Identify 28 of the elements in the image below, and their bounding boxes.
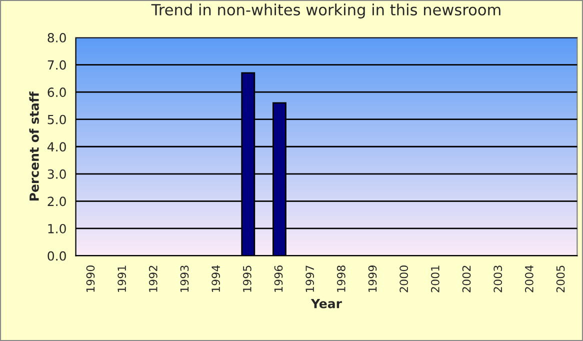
y-tick-label: 4.0 [47,142,66,152]
y-tick-label: 8.0 [48,32,66,42]
y-tick-label: 0.0 [48,251,66,261]
chart-title: Trend in non-whites working in this newsroom [151,4,500,18]
x-tick-label: 1992 [148,266,158,292]
y-tick-label: 2.0 [48,196,66,206]
x-tick-label: 1996 [274,265,283,292]
x-tick-label: 1995 [242,266,252,292]
y-tick-label: 1.0 [48,224,66,234]
y-tick-label: 7.0 [48,60,66,70]
x-tick-label: 1997 [306,266,314,292]
x-tick-label: 1994 [212,265,220,292]
x-tick-label: 1998 [336,266,346,292]
x-tick-label: 1993 [180,266,189,292]
x-tick-label: 2003 [494,266,502,292]
x-axis-title: Year [310,298,342,308]
x-tick-label: 1990 [86,266,95,292]
y-tick-label: 3.0 [48,169,66,179]
y-tick-label: 5.0 [48,114,66,124]
x-tick-label: 1999 [368,266,377,292]
x-tick-label: 2001 [430,266,440,292]
x-tick-label: 2005 [556,266,565,292]
x-tick-label: 1991 [118,266,126,292]
y-tick-label: 6.0 [48,88,66,97]
x-tick-label: 2004 [524,265,534,292]
y-axis-title: Percent of staff [29,92,39,200]
x-tick-label: 2000 [400,266,408,292]
x-tick-label: 2002 [462,266,471,292]
